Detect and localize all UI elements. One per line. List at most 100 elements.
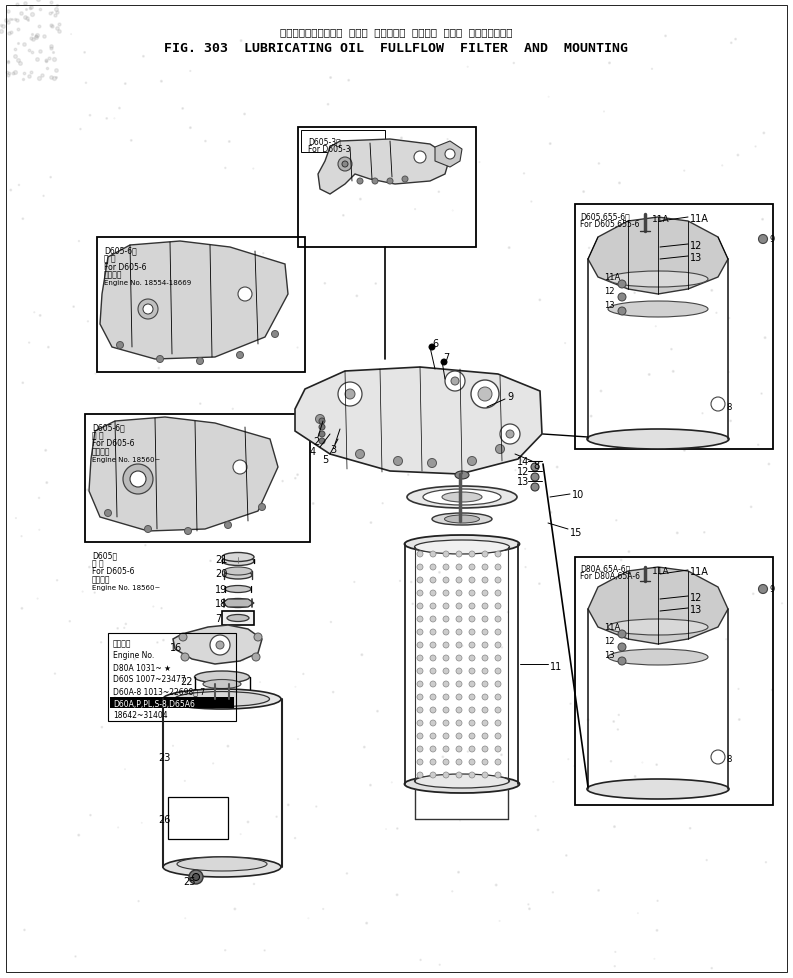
Text: FIG. 303  LUBRICATING OIL  FULLFLOW  FILTER  AND  MOUNTING: FIG. 303 LUBRICATING OIL FULLFLOW FILTER…: [164, 41, 628, 55]
Point: [465, 624, 478, 640]
Circle shape: [482, 746, 488, 752]
Point: [113, 101, 126, 116]
Circle shape: [495, 564, 501, 570]
Point: [434, 956, 446, 972]
Point: [236, 652, 249, 668]
Circle shape: [123, 465, 153, 495]
Point: [502, 604, 515, 620]
Circle shape: [482, 564, 488, 570]
Point: [270, 809, 283, 824]
Point: [36, 68, 48, 84]
Circle shape: [430, 564, 436, 570]
Text: 9: 9: [770, 236, 776, 244]
Point: [414, 953, 427, 968]
Circle shape: [430, 552, 436, 557]
Point: [446, 883, 458, 899]
Point: [393, 573, 406, 589]
Point: [380, 822, 393, 837]
Point: [8, 66, 21, 81]
Point: [40, 54, 52, 69]
Circle shape: [618, 644, 626, 651]
Point: [242, 815, 255, 830]
Text: 18: 18: [215, 599, 228, 608]
Point: [720, 632, 733, 647]
Circle shape: [443, 759, 449, 765]
Circle shape: [417, 655, 423, 661]
Point: [745, 500, 757, 515]
Circle shape: [469, 577, 475, 584]
Circle shape: [216, 642, 224, 649]
Circle shape: [482, 643, 488, 648]
Point: [307, 496, 320, 511]
Point: [40, 443, 52, 459]
Point: [406, 597, 419, 612]
Bar: [298, 128, 476, 247]
Point: [651, 893, 664, 909]
Point: [341, 152, 354, 167]
Point: [224, 260, 237, 276]
Point: [492, 449, 505, 465]
Text: D605用: D605用: [92, 551, 117, 560]
Ellipse shape: [222, 553, 254, 562]
Circle shape: [456, 668, 462, 674]
Point: [565, 696, 577, 712]
Point: [684, 610, 696, 626]
Circle shape: [618, 293, 626, 301]
Circle shape: [482, 603, 488, 609]
Circle shape: [417, 734, 423, 739]
Point: [11, 13, 24, 28]
Point: [33, 491, 45, 507]
Circle shape: [417, 564, 423, 570]
Point: [128, 284, 140, 299]
Bar: [301, 131, 385, 153]
Ellipse shape: [227, 615, 249, 622]
Circle shape: [417, 630, 423, 636]
Point: [63, 614, 76, 630]
Point: [23, 43, 36, 59]
Point: [26, 27, 39, 43]
Circle shape: [684, 256, 691, 263]
Circle shape: [711, 750, 725, 764]
Circle shape: [495, 630, 501, 636]
Point: [181, 810, 193, 825]
Point: [678, 443, 691, 459]
Point: [20, 2, 33, 18]
Circle shape: [417, 694, 423, 700]
Point: [648, 951, 661, 966]
Point: [44, 70, 57, 86]
Point: [723, 747, 736, 763]
Circle shape: [342, 161, 348, 168]
Point: [551, 460, 564, 475]
Circle shape: [684, 608, 691, 615]
Circle shape: [495, 734, 501, 739]
Point: [319, 276, 331, 291]
Text: 12: 12: [690, 593, 703, 602]
Circle shape: [414, 152, 426, 164]
Point: [33, 71, 45, 87]
Point: [613, 176, 626, 192]
Circle shape: [469, 707, 475, 713]
Point: [34, 45, 47, 61]
Circle shape: [443, 668, 449, 674]
Circle shape: [224, 522, 232, 529]
Point: [659, 29, 672, 45]
Point: [43, 52, 56, 67]
Point: [322, 98, 335, 113]
Point: [348, 574, 361, 590]
Polygon shape: [435, 142, 462, 168]
Point: [509, 463, 522, 478]
Circle shape: [393, 457, 403, 467]
Point: [441, 132, 454, 148]
Text: For D605-6: For D605-6: [92, 567, 135, 576]
Point: [81, 482, 94, 498]
Text: 12: 12: [517, 467, 530, 476]
Point: [31, 52, 44, 67]
Point: [10, 511, 22, 526]
Point: [755, 386, 768, 402]
Circle shape: [430, 746, 436, 752]
Point: [517, 415, 530, 430]
Circle shape: [482, 694, 488, 700]
Point: [433, 565, 446, 581]
Point: [302, 911, 315, 926]
Point: [377, 496, 389, 511]
